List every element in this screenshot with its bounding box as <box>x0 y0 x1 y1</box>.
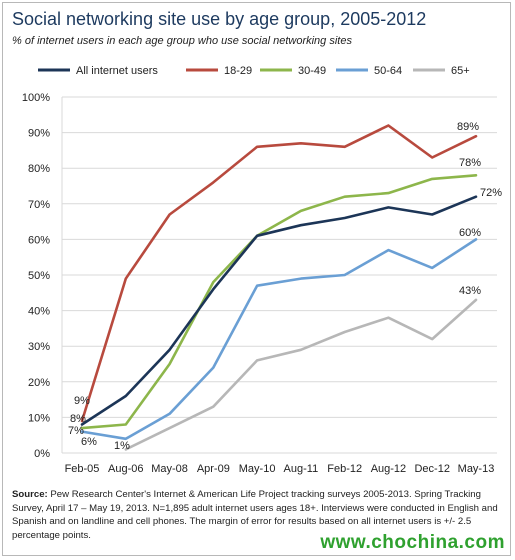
source-text: Pew Research Center's Internet & America… <box>12 489 498 541</box>
series-line <box>80 124 478 423</box>
y-tick-label: 70% <box>28 199 50 211</box>
y-tick-label: 90% <box>28 128 50 140</box>
data-label: 43% <box>459 285 481 297</box>
y-tick-label: 60% <box>28 234 50 246</box>
source-label: Source: <box>12 489 48 500</box>
legend-label: 30-49 <box>298 65 326 77</box>
line-chart: 0% 10% 20% 30% 40% 50% 60% 70% 80% 90% 100% Feb-05 A… <box>22 65 502 475</box>
data-label: 7% <box>68 425 84 437</box>
x-tick-label: Dec-12 <box>414 463 449 475</box>
y-tick-label: 80% <box>28 163 50 175</box>
y-tick-label: 0% <box>34 448 50 460</box>
chart-subtitle: % of internet users in each age group wh… <box>12 35 352 47</box>
x-tick-label: Feb-12 <box>327 463 362 475</box>
x-tick-label: Aug-11 <box>284 463 319 475</box>
data-label: 60% <box>459 227 481 239</box>
data-label: 78% <box>459 157 481 169</box>
data-label: 72% <box>480 187 502 199</box>
legend-label: 50-64 <box>374 65 402 77</box>
source-note: Source: Pew Research Center's Internet &… <box>12 488 500 542</box>
x-tick-label: Aug-12 <box>371 463 406 475</box>
x-tick-label: Aug-06 <box>108 463 143 475</box>
legend-label: All internet users <box>76 65 158 77</box>
series-line <box>80 195 478 426</box>
y-tick-label: 40% <box>28 306 50 318</box>
x-tick-label: May-13 <box>458 463 495 475</box>
y-tick-label: 30% <box>28 341 50 353</box>
data-label: 6% <box>81 436 97 448</box>
y-tick-label: 50% <box>28 270 50 282</box>
x-tick-label: Apr-09 <box>197 463 230 475</box>
x-tick-label: May-08 <box>151 463 188 475</box>
y-tick-label: 100% <box>22 92 50 104</box>
legend-label: 18-29 <box>224 65 252 77</box>
series-line <box>80 174 478 430</box>
x-tick-label: Feb-05 <box>65 463 100 475</box>
chart-title: Social networking site use by age group,… <box>12 9 427 29</box>
watermark: www.chochina.com <box>320 532 505 553</box>
data-label: 9% <box>74 395 90 407</box>
data-label: 8% <box>70 413 86 425</box>
data-label: 89% <box>457 121 479 133</box>
series-line <box>80 238 478 441</box>
y-tick-label: 20% <box>28 377 50 389</box>
legend-label: 65+ <box>451 65 470 77</box>
data-label: 1% <box>114 440 130 452</box>
x-tick-label: May-10 <box>239 463 276 475</box>
y-tick-label: 10% <box>28 412 50 424</box>
chart-frame <box>2 2 511 556</box>
series-line <box>124 298 478 451</box>
